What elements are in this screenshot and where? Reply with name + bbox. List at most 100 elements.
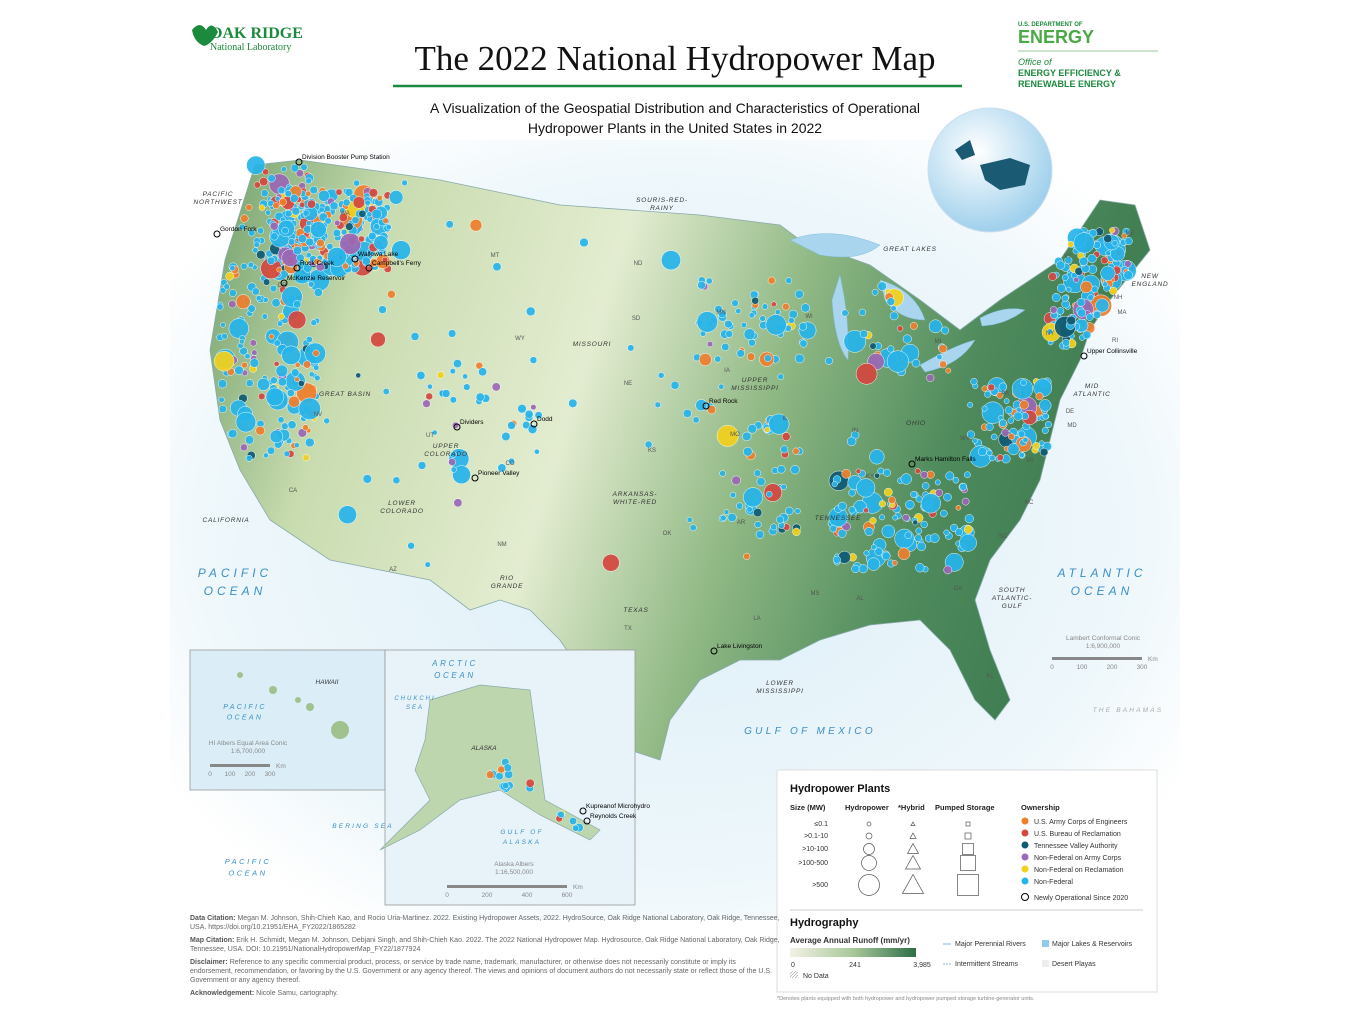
size-triangle: [904, 854, 922, 870]
plant-dot: [1056, 260, 1066, 270]
plant-dot: [935, 488, 943, 497]
plant-dot: [382, 388, 390, 395]
plant-dot: [1109, 227, 1116, 234]
state-label: NM: [497, 542, 506, 548]
region-label: UPPER: [742, 377, 768, 384]
state-label: AL: [856, 596, 864, 602]
plant-dot: [353, 179, 360, 187]
ocean-label: PACIFIC: [225, 857, 272, 866]
plant-dot: [373, 235, 389, 251]
plant-dot: [837, 528, 847, 538]
state-label: IN: [852, 428, 858, 434]
plant-dot: [266, 256, 276, 265]
state-label: GA: [954, 586, 963, 592]
plant-dot: [344, 188, 354, 197]
scale-label: 200: [1107, 664, 1118, 671]
plant-dot: [748, 338, 756, 347]
plant-dot: [274, 195, 281, 202]
plant-label: Pioneer Valley: [478, 470, 520, 477]
lake-ontario: [979, 308, 1026, 327]
globe-us: [980, 158, 1030, 190]
plant-dot: [273, 339, 281, 347]
plant-dot: [798, 322, 808, 331]
plant-dot: [696, 311, 718, 333]
hydro-title: Hydrography: [790, 917, 859, 929]
state-label: NE: [624, 381, 632, 387]
plant-dot: [921, 482, 930, 490]
ownership-label: U.S. Army Corps of Engineers: [1034, 819, 1128, 826]
plant-dot: [1065, 286, 1072, 293]
plant-dot: [1004, 406, 1013, 415]
plant-dot: [235, 411, 257, 433]
size-circle: [858, 874, 880, 896]
new-plant-marker: [351, 255, 359, 263]
plant-dot: [312, 349, 320, 357]
plant-dot: [943, 529, 950, 536]
plant-dot: [731, 299, 739, 307]
plant-dot: [220, 322, 226, 328]
plant-dot: [966, 430, 975, 439]
plant-dot: [449, 368, 456, 375]
plant-dot: [761, 303, 769, 310]
plant-dot: [370, 331, 386, 348]
plant-dot: [886, 297, 896, 306]
plant-dot: [425, 392, 433, 401]
citation-label: Disclaimer:: [190, 959, 228, 966]
plant-dot: [297, 428, 307, 438]
doe-line: U.S. DEPARTMENT OF: [1018, 22, 1083, 28]
region-label: NEW: [1141, 273, 1159, 280]
plant-dot: [767, 276, 776, 285]
plant-dot: [1093, 310, 1102, 319]
plant-dot: [1056, 283, 1067, 293]
plant-dot: [257, 227, 265, 235]
state-label: NV: [314, 412, 322, 418]
plant-dot: [777, 465, 786, 474]
plant-dot: [269, 221, 279, 231]
citation-text: Erik H. Schmidt, Megan M. Johnson, Debja…: [190, 937, 780, 953]
hydro-feature: Major Lakes & Reservoirs: [1052, 941, 1133, 948]
size-circle: [863, 843, 875, 855]
region-label: ENGLAND: [1131, 281, 1168, 288]
plant-dot: [725, 330, 733, 338]
plant-dot: [959, 482, 968, 491]
plant-dot: [1064, 256, 1073, 265]
runoff-title: Average Annual Runoff (mm/yr): [790, 936, 910, 945]
citation-text: Megan M. Johnson, Shih-Chieh Kao, and Ro…: [190, 915, 780, 931]
plant-dot: [705, 277, 713, 285]
plant-dot: [475, 392, 485, 402]
scale-label: 100: [225, 771, 236, 778]
plant-dot: [291, 206, 301, 216]
size-label: >0.1-10: [804, 833, 828, 840]
state-label: MA: [1118, 310, 1127, 316]
scale-label: 600: [562, 892, 573, 899]
plant-dot: [770, 301, 777, 308]
ownership-label: U.S. Bureau of Reclamation: [1034, 831, 1121, 838]
plant-dot: [294, 376, 300, 383]
plant-dot: [1018, 452, 1025, 458]
legend-footnote: *Denotes plants equipped with both hydro…: [777, 996, 1035, 1002]
scale-bar: [1052, 657, 1142, 660]
plant-dot: [602, 554, 620, 572]
plant-dot: [313, 364, 320, 371]
state-label: WY: [515, 336, 525, 342]
ownership-label: Non-Federal: [1034, 879, 1073, 886]
new-plant-marker: [530, 420, 538, 428]
plant-dot: [912, 519, 919, 526]
plant-dot: [707, 405, 717, 415]
plant-dot: [751, 296, 760, 305]
region-label: MISSOURI: [573, 341, 612, 348]
plant-dot: [368, 231, 377, 241]
plant-dot: [253, 241, 260, 248]
region-label: WHITE-RED: [613, 499, 657, 506]
plant-dot: [221, 332, 228, 340]
plant-dot: [376, 194, 383, 201]
plant-dot: [385, 224, 392, 231]
ownership-swatch: [1021, 841, 1029, 849]
plant-dot: [961, 497, 970, 506]
plant-dot: [743, 487, 763, 508]
plant-dot: [1046, 328, 1054, 335]
plant-dot: [697, 280, 706, 290]
plant-dot: [240, 214, 249, 223]
plant-dot: [422, 399, 431, 408]
ocean-label: OCEAN: [204, 584, 267, 598]
